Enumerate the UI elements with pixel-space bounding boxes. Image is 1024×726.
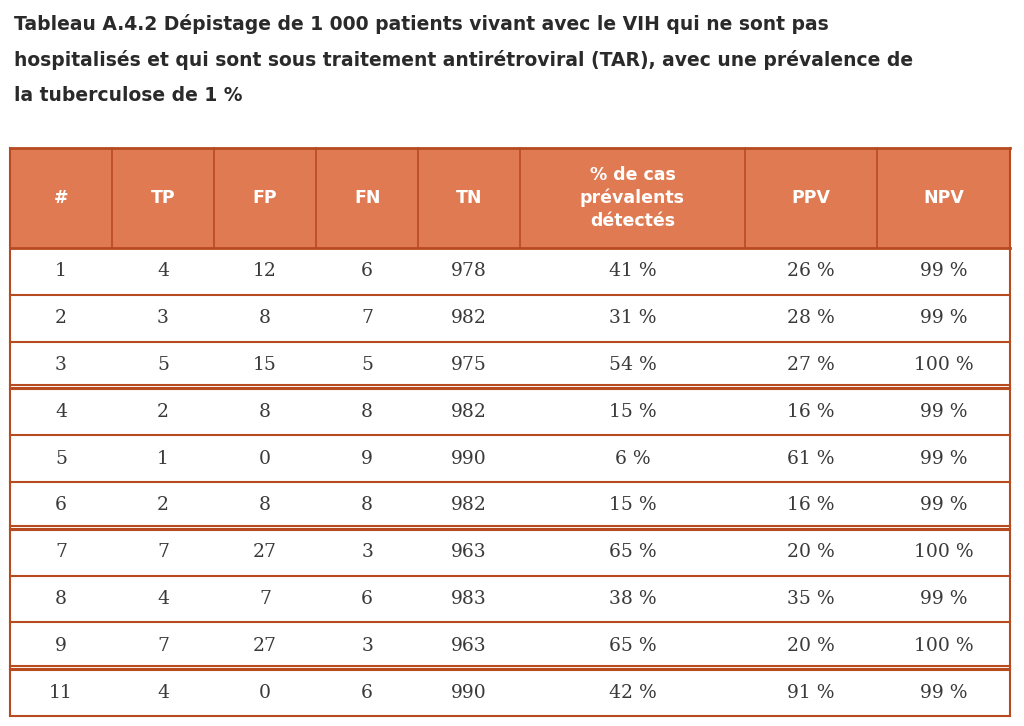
Text: 26 %: 26 % <box>787 262 835 280</box>
Text: 20 %: 20 % <box>787 543 835 561</box>
Text: 99 %: 99 % <box>920 309 968 327</box>
Text: 9: 9 <box>361 449 373 468</box>
Text: 3: 3 <box>157 309 169 327</box>
Text: 1: 1 <box>157 449 169 468</box>
Text: 54 %: 54 % <box>608 356 656 374</box>
Text: 20 %: 20 % <box>787 637 835 655</box>
Text: 65 %: 65 % <box>608 637 656 655</box>
Text: 7: 7 <box>55 543 67 561</box>
Text: 4: 4 <box>157 590 169 608</box>
Text: 65 %: 65 % <box>608 543 656 561</box>
Text: 100 %: 100 % <box>913 543 974 561</box>
Text: 7: 7 <box>259 590 271 608</box>
Text: 8: 8 <box>361 497 373 515</box>
Text: 99 %: 99 % <box>920 590 968 608</box>
Text: 963: 963 <box>452 543 487 561</box>
Text: % de cas
prévalents
détectés: % de cas prévalents détectés <box>580 166 685 229</box>
Text: 7: 7 <box>157 543 169 561</box>
Text: 4: 4 <box>55 403 67 421</box>
Text: 99 %: 99 % <box>920 684 968 701</box>
Text: 8: 8 <box>55 590 67 608</box>
Text: 99 %: 99 % <box>920 403 968 421</box>
Text: FP: FP <box>253 189 278 207</box>
Bar <box>10 148 1010 248</box>
Text: 5: 5 <box>361 356 373 374</box>
Text: 4: 4 <box>157 262 169 280</box>
Text: FN: FN <box>354 189 380 207</box>
Text: 16 %: 16 % <box>787 403 835 421</box>
Text: 38 %: 38 % <box>608 590 656 608</box>
Text: 6 %: 6 % <box>614 449 650 468</box>
Text: 41 %: 41 % <box>608 262 656 280</box>
Text: 982: 982 <box>452 403 487 421</box>
Text: 6: 6 <box>361 262 373 280</box>
Text: 8: 8 <box>259 309 271 327</box>
Text: 982: 982 <box>452 497 487 515</box>
Text: #: # <box>54 189 69 207</box>
Text: 975: 975 <box>452 356 487 374</box>
Text: 963: 963 <box>452 637 487 655</box>
Text: 8: 8 <box>259 497 271 515</box>
Text: 6: 6 <box>361 590 373 608</box>
Text: 0: 0 <box>259 684 271 701</box>
Text: 100 %: 100 % <box>913 356 974 374</box>
Text: 8: 8 <box>259 403 271 421</box>
Text: 4: 4 <box>157 684 169 701</box>
Text: 982: 982 <box>452 309 487 327</box>
Text: 990: 990 <box>452 684 487 701</box>
Text: NPV: NPV <box>924 189 965 207</box>
Text: 12: 12 <box>253 262 278 280</box>
Text: 35 %: 35 % <box>787 590 835 608</box>
Text: 99 %: 99 % <box>920 497 968 515</box>
Text: 990: 990 <box>452 449 487 468</box>
Text: 15: 15 <box>253 356 278 374</box>
Text: 5: 5 <box>55 449 67 468</box>
Text: PPV: PPV <box>792 189 830 207</box>
Text: 6: 6 <box>361 684 373 701</box>
Text: 6: 6 <box>55 497 67 515</box>
Text: 28 %: 28 % <box>787 309 835 327</box>
Text: 978: 978 <box>452 262 487 280</box>
Text: 15 %: 15 % <box>608 497 656 515</box>
Text: 2: 2 <box>157 403 169 421</box>
Text: 7: 7 <box>361 309 373 327</box>
Text: Tableau A.4.2 Dépistage de 1 000 patients vivant avec le VIH qui ne sont pas: Tableau A.4.2 Dépistage de 1 000 patient… <box>14 14 828 34</box>
Text: 2: 2 <box>55 309 67 327</box>
Text: 27: 27 <box>253 543 278 561</box>
Text: TP: TP <box>151 189 175 207</box>
Text: 91 %: 91 % <box>787 684 835 701</box>
Text: 3: 3 <box>361 543 373 561</box>
Text: 27 %: 27 % <box>787 356 835 374</box>
Text: 7: 7 <box>157 637 169 655</box>
Text: 11: 11 <box>49 684 73 701</box>
Text: 42 %: 42 % <box>608 684 656 701</box>
Text: 983: 983 <box>452 590 487 608</box>
Text: 61 %: 61 % <box>787 449 835 468</box>
Text: 27: 27 <box>253 637 278 655</box>
Text: 8: 8 <box>361 403 373 421</box>
Text: 16 %: 16 % <box>787 497 835 515</box>
Text: 3: 3 <box>55 356 67 374</box>
Text: 99 %: 99 % <box>920 449 968 468</box>
Text: 9: 9 <box>55 637 67 655</box>
Text: 3: 3 <box>361 637 373 655</box>
Text: 5: 5 <box>157 356 169 374</box>
Text: 15 %: 15 % <box>608 403 656 421</box>
Text: TN: TN <box>456 189 482 207</box>
Text: 31 %: 31 % <box>608 309 656 327</box>
Text: hospitalisés et qui sont sous traitement antirétroviral (TAR), avec une prévalen: hospitalisés et qui sont sous traitement… <box>14 50 913 70</box>
Text: 2: 2 <box>157 497 169 515</box>
Text: 100 %: 100 % <box>913 637 974 655</box>
Text: 99 %: 99 % <box>920 262 968 280</box>
Text: la tuberculose de 1 %: la tuberculose de 1 % <box>14 86 243 105</box>
Text: 1: 1 <box>55 262 67 280</box>
Text: 0: 0 <box>259 449 271 468</box>
